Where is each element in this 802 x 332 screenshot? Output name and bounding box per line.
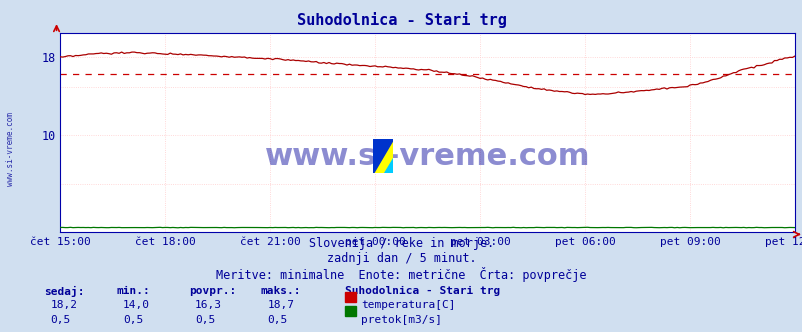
Text: povpr.:: povpr.: (188, 286, 236, 296)
Text: 18,2: 18,2 (51, 300, 78, 310)
Text: zadnji dan / 5 minut.: zadnji dan / 5 minut. (326, 252, 476, 265)
Text: 0,5: 0,5 (51, 315, 71, 325)
Text: 18,7: 18,7 (267, 300, 294, 310)
Text: 0,5: 0,5 (267, 315, 287, 325)
Text: maks.:: maks.: (261, 286, 301, 296)
Text: Slovenija / reke in morje.: Slovenija / reke in morje. (309, 237, 493, 250)
Text: www.si-vreme.com: www.si-vreme.com (6, 113, 15, 186)
Text: temperatura[C]: temperatura[C] (361, 300, 456, 310)
Text: 14,0: 14,0 (123, 300, 150, 310)
Text: 16,3: 16,3 (195, 300, 222, 310)
Text: 0,5: 0,5 (123, 315, 143, 325)
Polygon shape (373, 139, 393, 173)
Polygon shape (384, 158, 393, 173)
Text: Meritve: minimalne  Enote: metrične  Črta: povprečje: Meritve: minimalne Enote: metrične Črta:… (216, 267, 586, 282)
Text: 0,5: 0,5 (195, 315, 215, 325)
Text: www.si-vreme.com: www.si-vreme.com (265, 142, 589, 171)
Text: pretok[m3/s]: pretok[m3/s] (361, 315, 442, 325)
Text: Suhodolnica - Stari trg: Suhodolnica - Stari trg (296, 12, 506, 28)
Text: sedaj:: sedaj: (44, 286, 84, 297)
Text: Suhodolnica - Stari trg: Suhodolnica - Stari trg (345, 286, 500, 296)
Polygon shape (373, 139, 393, 173)
Text: min.:: min.: (116, 286, 150, 296)
